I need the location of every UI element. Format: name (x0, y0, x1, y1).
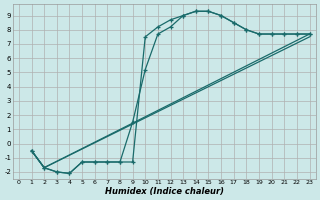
X-axis label: Humidex (Indice chaleur): Humidex (Indice chaleur) (105, 187, 224, 196)
